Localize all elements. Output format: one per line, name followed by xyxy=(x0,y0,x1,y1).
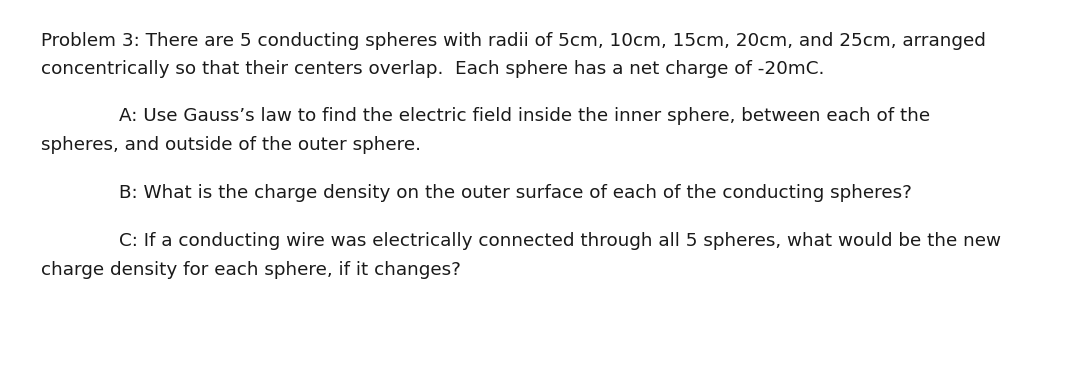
Text: B: What is the charge density on the outer surface of each of the conducting sph: B: What is the charge density on the out… xyxy=(119,184,912,202)
Text: concentrically so that their centers overlap.  Each sphere has a net charge of -: concentrically so that their centers ove… xyxy=(41,61,824,78)
Text: charge density for each sphere, if it changes?: charge density for each sphere, if it ch… xyxy=(41,261,461,279)
Text: Problem 3: There are 5 conducting spheres with radii of 5cm, 10cm, 15cm, 20cm, a: Problem 3: There are 5 conducting sphere… xyxy=(41,32,986,49)
Text: A: Use Gauss’s law to find the electric field inside the inner sphere, between e: A: Use Gauss’s law to find the electric … xyxy=(119,107,930,125)
Text: spheres, and outside of the outer sphere.: spheres, and outside of the outer sphere… xyxy=(41,136,421,154)
Text: C: If a conducting wire was electrically connected through all 5 spheres, what w: C: If a conducting wire was electrically… xyxy=(119,232,1001,250)
